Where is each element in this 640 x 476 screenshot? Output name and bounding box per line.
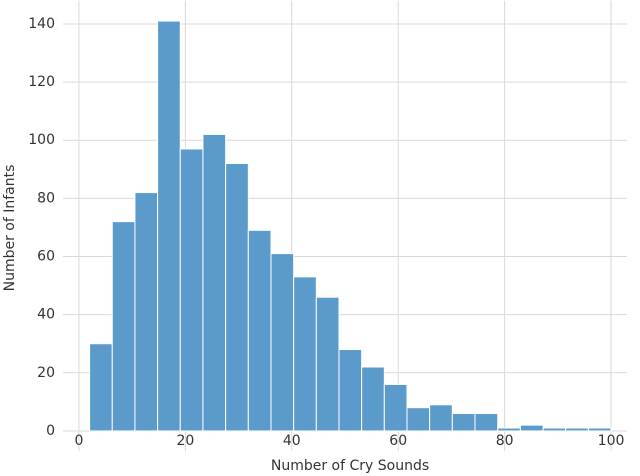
- x-tick-label: 0: [75, 433, 84, 449]
- bar: [474, 413, 499, 432]
- bar: [293, 276, 317, 432]
- y-tick-label: 20: [37, 365, 55, 381]
- bar: [565, 427, 589, 432]
- bar: [111, 221, 136, 432]
- bar: [315, 296, 340, 432]
- bar: [406, 407, 431, 432]
- x-tick-label: 100: [598, 433, 625, 449]
- y-tick-label: 40: [37, 307, 55, 323]
- y-tick-label: 80: [37, 190, 55, 206]
- bar: [179, 148, 204, 432]
- bar: [542, 427, 567, 432]
- y-tick-label: 60: [37, 249, 55, 265]
- bar: [270, 253, 295, 432]
- x-tick-label: 20: [176, 433, 194, 449]
- bar: [89, 343, 113, 432]
- bar: [451, 413, 476, 432]
- bar: [134, 192, 159, 432]
- bar: [383, 383, 408, 432]
- bar: [338, 349, 363, 432]
- x-tick-label: 40: [283, 433, 301, 449]
- bar: [519, 424, 544, 432]
- y-tick-label: 0: [46, 423, 55, 439]
- bar: [361, 366, 385, 432]
- bar: [157, 20, 181, 432]
- bar: [587, 427, 612, 432]
- x-axis-label: Number of Cry Sounds: [271, 458, 429, 474]
- y-tick-label: 140: [28, 16, 55, 32]
- bar: [247, 229, 272, 432]
- bar: [497, 427, 521, 432]
- bar: [225, 162, 249, 432]
- bar: [202, 133, 227, 432]
- y-tick-label: 120: [28, 74, 55, 90]
- y-tick-label: 100: [28, 132, 55, 148]
- x-tick-label: 80: [496, 433, 514, 449]
- bar: [429, 404, 453, 432]
- y-axis-label: Number of Infants: [2, 165, 18, 292]
- x-tick-label: 60: [389, 433, 407, 449]
